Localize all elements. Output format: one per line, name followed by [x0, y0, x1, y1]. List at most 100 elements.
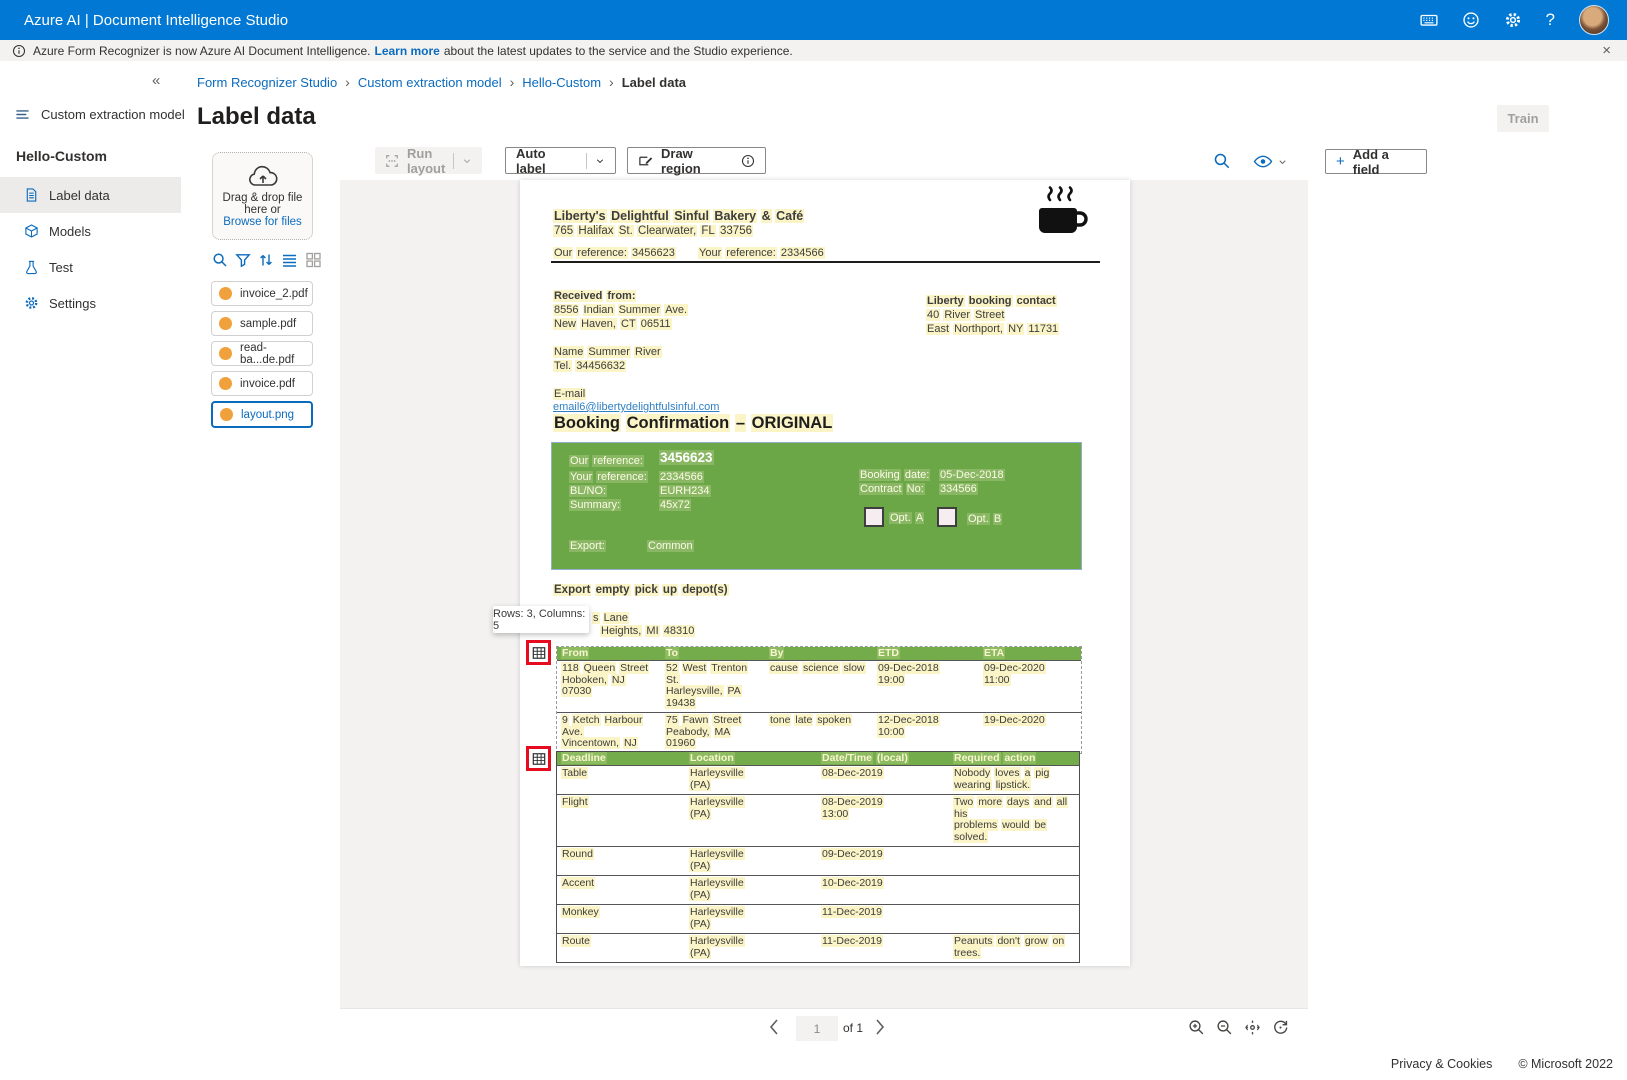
- breadcrumb-link[interactable]: Hello-Custom: [522, 74, 602, 90]
- keyboard-icon[interactable]: [1419, 11, 1438, 29]
- chevron-right-icon: ›: [345, 74, 350, 90]
- page-next-icon[interactable]: [874, 1018, 886, 1036]
- sidebar-item-label-data[interactable]: Label data: [0, 177, 181, 213]
- table-cell: 08-Dec-2019: [821, 767, 884, 779]
- table-cell: cause science slow: [769, 662, 866, 674]
- feedback-smiley-icon[interactable]: [1462, 11, 1480, 29]
- gb-export-value: Common: [647, 540, 694, 552]
- file-name: read-ba...de.pdf: [240, 341, 295, 366]
- settings-gear-icon[interactable]: [1504, 11, 1522, 29]
- file-item[interactable]: invoice_2.pdf: [211, 281, 313, 306]
- add-field-button[interactable]: + Add a field: [1325, 147, 1427, 177]
- table-header-cell: By: [765, 647, 873, 660]
- gb-your-ref-value: 2334566: [659, 471, 704, 483]
- help-icon[interactable]: ?: [1545, 10, 1555, 29]
- doc-received-address2: New Haven, CT 06511: [553, 318, 672, 330]
- file-dropzone[interactable]: Drag & drop file here or Browse for file…: [212, 152, 313, 240]
- doc-booking-title: Booking Confirmation – ORIGINAL: [553, 414, 834, 432]
- search-document-icon[interactable]: [1213, 152, 1231, 170]
- privacy-link[interactable]: Privacy & Cookies: [1390, 1057, 1493, 1071]
- zoom-out-icon[interactable]: [1216, 1019, 1233, 1036]
- list-view-icon[interactable]: [281, 252, 298, 268]
- search-icon[interactable]: [212, 252, 228, 268]
- page-title: Label data: [197, 103, 316, 130]
- table-row: 9 Ketch Harbour Ave. Vincentown, NJ 75 F…: [557, 712, 1081, 753]
- menu-lines-icon: [14, 107, 31, 122]
- doc-email-link: email6@libertydelightfulsinful.com: [553, 401, 720, 413]
- table-cell: 09-Dec-2020 11:00: [983, 662, 1046, 686]
- table-cell: [949, 847, 1079, 875]
- sidebar-item-label: Models: [49, 223, 91, 239]
- doc-depot-heading: Export empty pick up depot(s): [553, 584, 729, 596]
- sidebar-item-label: Label data: [49, 187, 110, 203]
- table-row: 118 Queen Street Hoboken, NJ 07030 52 We…: [557, 660, 1081, 712]
- sidebar-item-label: Settings: [49, 295, 96, 311]
- doc-address-fragment1: s Lane: [592, 612, 630, 624]
- gb-blno-value: EURH234: [659, 485, 711, 497]
- table-cell: 9 Ketch Harbour Ave. Vincentown, NJ: [561, 714, 644, 749]
- file-item[interactable]: invoice.pdf: [211, 371, 313, 396]
- table-header-cell: Date/Time (local): [817, 752, 949, 765]
- table-cell: Accent: [561, 877, 596, 889]
- page-count-label: of 1: [843, 1021, 864, 1035]
- table-cell: 09-Dec-2019: [821, 848, 884, 860]
- user-avatar[interactable]: [1579, 5, 1609, 35]
- browse-files-link[interactable]: Browse for files: [223, 216, 302, 228]
- breadcrumb-link[interactable]: Custom extraction model: [357, 74, 502, 90]
- auto-label-label: Auto label: [516, 145, 546, 176]
- learn-more-link[interactable]: Learn more: [374, 43, 440, 58]
- table-cell: 10-Dec-2019: [821, 877, 884, 889]
- table-cell: Harleysville (PA): [689, 906, 745, 930]
- sidebar-item-settings[interactable]: Settings: [0, 285, 181, 321]
- table-cell: 09-Dec-2018 19:00: [877, 662, 940, 686]
- table-header-cell: ETA: [979, 647, 1081, 660]
- page-footer: Privacy & Cookies © Microsoft 2022: [0, 1048, 1627, 1080]
- table-cell: Peanuts don't grow on trees.: [953, 935, 1066, 959]
- doc-company-name: Liberty's Delightful Sinful Bakery & Caf…: [553, 209, 805, 223]
- close-icon[interactable]: ×: [1602, 42, 1611, 59]
- chevron-down-icon[interactable]: [1277, 158, 1288, 166]
- zoom-controls: [1188, 1019, 1289, 1036]
- zoom-in-icon[interactable]: [1188, 1019, 1205, 1036]
- file-thumbnail: [219, 287, 232, 300]
- sidebar-section-custom-extraction[interactable]: Custom extraction model: [14, 107, 185, 122]
- table-cell: Harleysville (PA): [689, 767, 745, 791]
- file-name: invoice.pdf: [240, 377, 295, 390]
- breadcrumb-link[interactable]: Form Recognizer Studio: [197, 74, 338, 90]
- file-item[interactable]: read-ba...de.pdf: [211, 341, 313, 366]
- page-prev-icon[interactable]: [768, 1018, 780, 1036]
- table-cell: Two more days and all his problems would…: [953, 796, 1069, 843]
- run-layout-button[interactable]: Run layout: [375, 146, 482, 176]
- project-name: Hello-Custom: [16, 148, 107, 164]
- chevron-down-icon[interactable]: [595, 157, 605, 165]
- draw-region-button[interactable]: Draw region: [627, 146, 766, 176]
- sidebar-item-test[interactable]: Test: [0, 249, 181, 285]
- auto-label-button[interactable]: Auto label: [505, 145, 616, 176]
- sidebar-collapse-icon[interactable]: «: [152, 72, 161, 89]
- train-button[interactable]: Train: [1497, 105, 1549, 132]
- table-cell: Flight: [561, 796, 589, 808]
- doc-received-from-label: Received from:: [553, 290, 637, 302]
- chevron-down-icon[interactable]: [462, 157, 472, 165]
- page-number-input[interactable]: [796, 1016, 838, 1041]
- table-cell: Harleysville (PA): [689, 935, 745, 959]
- pan-fit-icon[interactable]: [1244, 1019, 1261, 1036]
- table-header-cell: Required action: [949, 752, 1079, 765]
- visibility-eye-icon[interactable]: [1253, 154, 1273, 169]
- sort-icon[interactable]: [258, 252, 274, 268]
- table-cell: Route: [561, 935, 592, 947]
- rotate-icon[interactable]: [1272, 1019, 1289, 1036]
- table-cell: Round: [561, 848, 594, 860]
- table-cell: Harleysville (PA): [689, 877, 745, 901]
- file-item[interactable]: sample.pdf: [211, 311, 313, 336]
- filter-icon[interactable]: [235, 252, 251, 268]
- document-page: Liberty's Delightful Sinful Bakery & Caf…: [493, 180, 1130, 966]
- table-header-cell: Deadline: [557, 752, 685, 765]
- table-select-icon[interactable]: [526, 746, 551, 771]
- sidebar-item-models[interactable]: Models: [0, 213, 181, 249]
- grid-view-icon[interactable]: [305, 252, 322, 268]
- gb-opt-a-label: Opt. A: [889, 512, 925, 524]
- table-select-icon[interactable]: [526, 640, 551, 665]
- doc-contact-address2: East Northport, NY 11731: [926, 323, 1060, 335]
- file-item-selected[interactable]: layout.png: [211, 401, 313, 428]
